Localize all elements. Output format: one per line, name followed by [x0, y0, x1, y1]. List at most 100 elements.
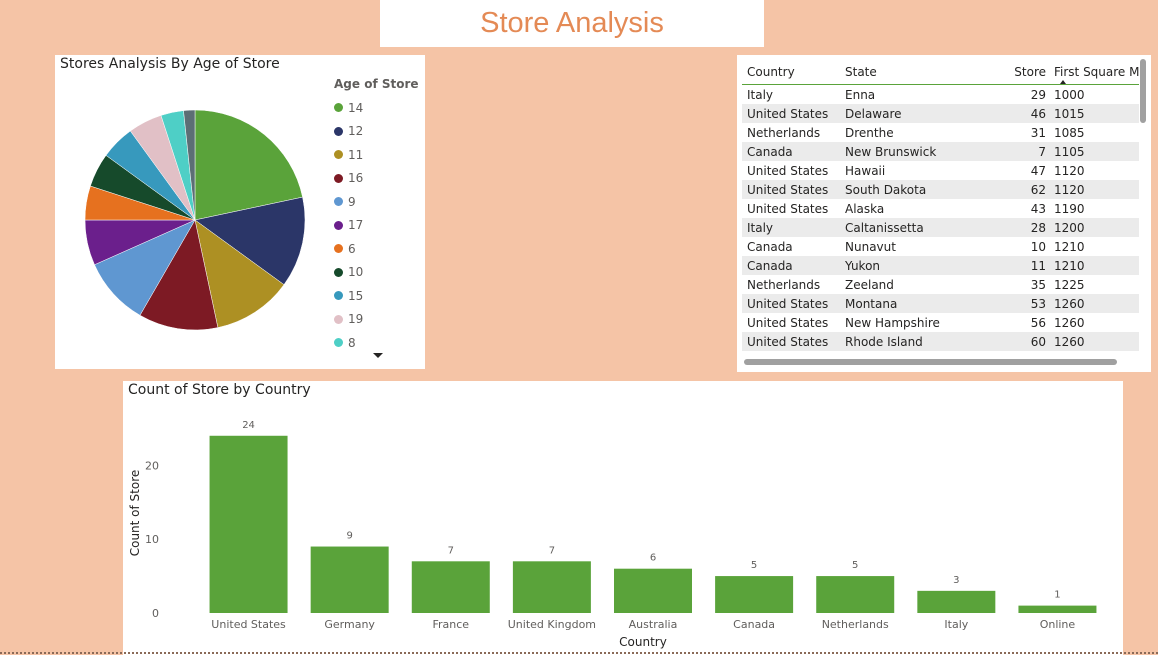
- vertical-scrollbar[interactable]: [1140, 59, 1146, 123]
- cell-state: Enna: [845, 87, 876, 102]
- cell-country: Canada: [747, 239, 793, 254]
- bar-united-kingdom[interactable]: [512, 561, 591, 613]
- cell-store: 56: [1030, 315, 1046, 330]
- cell-store: 47: [1030, 163, 1046, 178]
- x-tick-label: Italy: [944, 618, 968, 631]
- chevron-down-icon[interactable]: [373, 353, 383, 358]
- cell-first-square-meters: 1225: [1054, 277, 1085, 292]
- cell-store: 11: [1030, 258, 1046, 273]
- x-tick-label: Australia: [629, 618, 678, 631]
- pie-chart-title: Stores Analysis By Age of Store: [60, 56, 280, 72]
- legend-item-15[interactable]: 15: [334, 284, 422, 308]
- legend-dot: [334, 126, 343, 136]
- legend-label: 14: [348, 100, 364, 115]
- pie-slice-11[interactable]: [194, 219, 285, 328]
- pie-slice-12[interactable]: [194, 196, 306, 286]
- y-axis-title: Count of Store: [128, 470, 142, 557]
- legend-label: 10: [348, 265, 364, 280]
- legend-item-6[interactable]: 6: [334, 237, 422, 261]
- bar-united-states[interactable]: [209, 435, 288, 613]
- bar-france[interactable]: [411, 561, 490, 613]
- table-row[interactable]: Italy Enna 29 1000: [742, 85, 1139, 104]
- pie-slice-16[interactable]: [139, 219, 219, 331]
- pie-slice-14[interactable]: [194, 109, 303, 221]
- table-row[interactable]: United States Montana 53 1260: [742, 294, 1139, 313]
- cell-first-square-meters: 1000: [1054, 87, 1085, 102]
- cell-first-square-meters: 1120: [1054, 163, 1085, 178]
- column-header-first-square-meters[interactable]: First Square Me: [1054, 65, 1139, 79]
- legend-item-11[interactable]: 11: [334, 143, 422, 167]
- legend-item-14[interactable]: 14: [334, 96, 422, 120]
- bar-online[interactable]: [1018, 605, 1097, 613]
- x-tick-label: United Kingdom: [508, 618, 596, 631]
- cell-store: 46: [1030, 106, 1046, 121]
- legend-item-10[interactable]: 10: [334, 261, 422, 285]
- page-bottom-border: [0, 652, 1158, 654]
- cell-country: United States: [747, 201, 829, 216]
- legend-item-8[interactable]: 8: [334, 331, 422, 355]
- legend-item-16[interactable]: 16: [334, 167, 422, 191]
- cell-store: 29: [1030, 87, 1046, 102]
- bar-chart[interactable]: Count of Store Country 0 10 20 24 United Sta…: [123, 381, 1123, 655]
- cell-store: 60: [1030, 334, 1046, 349]
- table-row[interactable]: United States Delaware 46 1015: [742, 104, 1139, 123]
- legend-dot: [334, 338, 343, 348]
- bar-chart-visual[interactable]: Count of Store by Country Count of Store…: [123, 381, 1123, 655]
- table-row[interactable]: Netherlands Drenthe 31 1085: [742, 123, 1139, 142]
- x-tick-label: Netherlands: [822, 618, 889, 631]
- bar-italy[interactable]: [917, 590, 996, 613]
- table-row[interactable]: Canada Yukon 11 1210: [742, 256, 1139, 275]
- legend-dot: [334, 173, 343, 183]
- y-tick-label: 0: [152, 607, 159, 620]
- cell-store: 62: [1030, 182, 1046, 197]
- bar-germany[interactable]: [310, 546, 389, 613]
- legend-item-12[interactable]: 12: [334, 120, 422, 144]
- table-row[interactable]: Canada Nunavut 10 1210: [742, 237, 1139, 256]
- legend-label: 15: [348, 288, 364, 303]
- cell-store: 10: [1030, 239, 1046, 254]
- sort-ascending-icon[interactable]: [1060, 80, 1066, 84]
- pie-chart[interactable]: [55, 69, 325, 369]
- store-table-visual[interactable]: Country State Store First Square Me Ital…: [737, 55, 1151, 372]
- table-row[interactable]: Canada New Brunswick 7 1105: [742, 142, 1139, 161]
- table-row[interactable]: United States Rhode Island 60 1260: [742, 332, 1139, 351]
- bar-data-label: 3: [953, 575, 959, 586]
- legend-item-9[interactable]: 9: [334, 190, 422, 214]
- legend-item-17[interactable]: 17: [334, 214, 422, 238]
- bar-australia[interactable]: [614, 568, 692, 613]
- pie-chart-visual[interactable]: Stores Analysis By Age of Store Age of S…: [55, 55, 425, 369]
- x-axis-title: Country: [619, 635, 667, 649]
- table-row[interactable]: Netherlands Zeeland 35 1225: [742, 275, 1139, 294]
- table-row[interactable]: United States South Dakota 62 1120: [742, 180, 1139, 199]
- bar-data-label: 9: [346, 531, 352, 542]
- pie-slice-other[interactable]: [183, 109, 196, 221]
- cell-country: Italy: [747, 220, 774, 235]
- table-row[interactable]: Italy Caltanissetta 28 1200: [742, 218, 1139, 237]
- cell-country: United States: [747, 296, 829, 311]
- cell-country: United States: [747, 182, 829, 197]
- cell-first-square-meters: 1190: [1054, 201, 1085, 216]
- report-title: Store Analysis: [480, 7, 664, 39]
- cell-state: New Hampshire: [845, 315, 940, 330]
- table-row[interactable]: United States Hawaii 47 1120: [742, 161, 1139, 180]
- y-tick-label: 10: [145, 533, 159, 546]
- bar-netherlands[interactable]: [816, 576, 895, 613]
- column-header-state[interactable]: State: [845, 65, 877, 79]
- cell-state: Hawaii: [845, 163, 886, 178]
- bar-canada[interactable]: [715, 576, 794, 613]
- legend-dot: [334, 314, 343, 324]
- table-header: Country State Store First Square Me: [742, 60, 1139, 85]
- table-row[interactable]: United States New Hampshire 56 1260: [742, 313, 1139, 332]
- column-header-store[interactable]: Store: [1014, 65, 1046, 79]
- cell-country: United States: [747, 163, 829, 178]
- legend-item-19[interactable]: 19: [334, 308, 422, 332]
- cell-state: Yukon: [845, 258, 881, 273]
- horizontal-scrollbar[interactable]: [744, 359, 1117, 365]
- bar-chart-title: Count of Store by Country: [128, 382, 311, 398]
- column-header-country[interactable]: Country: [747, 65, 795, 79]
- cell-store: 35: [1030, 277, 1046, 292]
- cell-country: Netherlands: [747, 277, 821, 292]
- table-row[interactable]: United States Alaska 43 1190: [742, 199, 1139, 218]
- cell-first-square-meters: 1085: [1054, 125, 1085, 140]
- legend-label: 11: [348, 147, 364, 162]
